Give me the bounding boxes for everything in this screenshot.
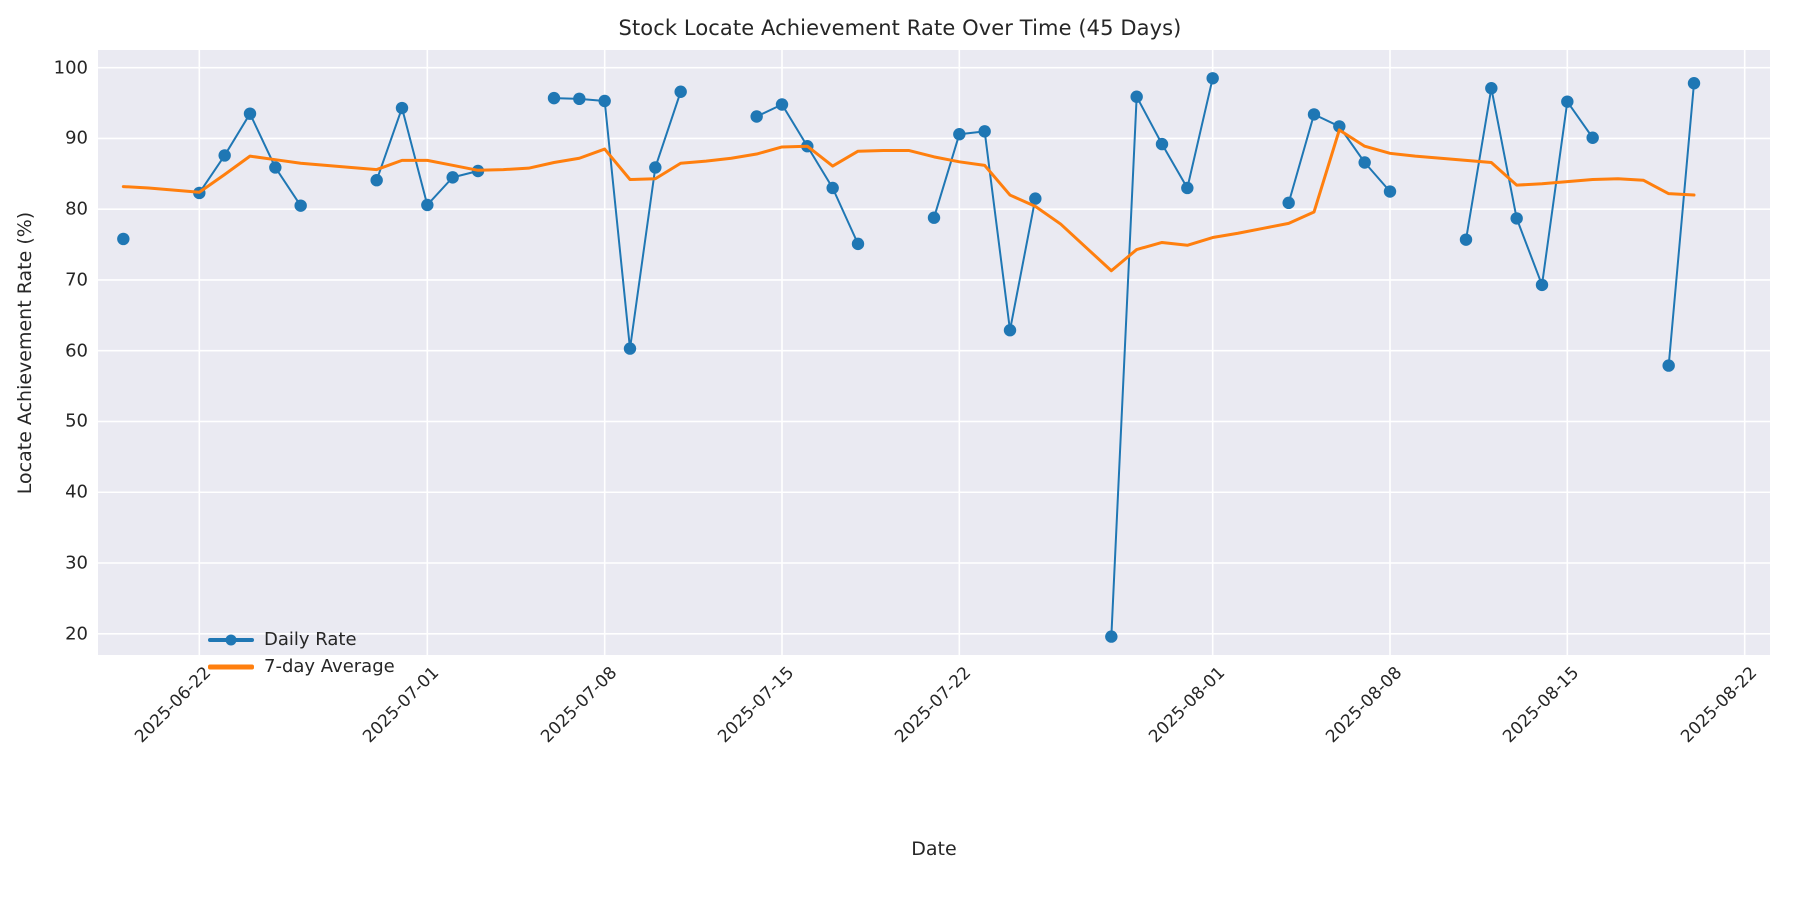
data-point-marker xyxy=(1206,72,1219,85)
legend-swatch-line-icon xyxy=(208,629,254,651)
data-point-marker xyxy=(395,101,409,115)
x-tick-label: 2025-07-01 xyxy=(359,663,444,748)
x-tick-label: 2025-08-01 xyxy=(1144,663,1229,748)
y-tick-label: 80 xyxy=(65,198,88,220)
series-line-7-day-average xyxy=(121,128,1696,273)
legend-label-7-day-average: 7-day Average xyxy=(264,656,395,677)
data-point-marker xyxy=(775,98,789,111)
legend-swatch-line-icon xyxy=(208,656,254,678)
data-point-marker xyxy=(1459,233,1473,246)
data-point-marker xyxy=(1383,185,1397,198)
x-tick-label: 2025-07-15 xyxy=(714,663,799,748)
data-point-marker xyxy=(1333,120,1346,133)
data-point-marker xyxy=(269,161,282,174)
data-point-marker xyxy=(1282,196,1295,210)
data-point-marker xyxy=(598,94,611,108)
data-point-marker xyxy=(826,181,839,195)
data-point-marker xyxy=(294,199,307,212)
data-point-marker xyxy=(927,211,941,224)
data-point-marker xyxy=(573,92,586,106)
chart-title: Stock Locate Achievement Rate Over Time … xyxy=(618,16,1182,40)
data-point-marker xyxy=(1181,181,1194,195)
data-point-marker xyxy=(851,237,865,251)
x-tick-label: 2025-07-22 xyxy=(891,663,976,748)
y-tick-label: 100 xyxy=(53,57,88,79)
x-tick-label: 2025-07-08 xyxy=(536,663,621,748)
y-tick-label: 50 xyxy=(65,410,88,432)
data-point-marker xyxy=(978,125,991,138)
x-tick-label: 2025-08-22 xyxy=(1676,663,1761,748)
data-point-marker xyxy=(421,198,434,212)
data-point-marker xyxy=(1485,82,1498,95)
data-point-marker xyxy=(623,342,637,355)
y-tick-label: 90 xyxy=(65,127,88,149)
x-axis-label: Date xyxy=(911,838,957,860)
data-point-marker xyxy=(953,128,966,141)
data-point-marker xyxy=(1307,108,1321,121)
data-point-marker xyxy=(649,161,662,174)
data-point-marker xyxy=(1687,77,1701,90)
data-point-marker xyxy=(1358,156,1371,169)
x-tick-label: 2025-08-15 xyxy=(1499,663,1584,748)
data-point-marker xyxy=(1510,212,1523,225)
x-tick-label: 2025-06-22 xyxy=(131,663,216,748)
data-point-marker xyxy=(1003,324,1017,337)
data-point-marker xyxy=(1662,359,1675,372)
data-point-marker xyxy=(1535,278,1549,292)
y-tick-label: 30 xyxy=(65,552,88,574)
data-point-marker xyxy=(243,107,257,120)
data-point-marker xyxy=(446,171,459,184)
data-series-layer xyxy=(117,72,1701,643)
y-tick-label: 60 xyxy=(65,340,88,362)
plot-area: Daily Rate 7-day Average xyxy=(98,50,1770,677)
data-point-marker xyxy=(1586,131,1599,144)
data-point-marker xyxy=(1130,90,1143,103)
grid-lines xyxy=(98,50,1770,655)
data-point-marker xyxy=(117,232,130,246)
x-tick-label: 2025-08-08 xyxy=(1322,663,1407,748)
data-point-marker xyxy=(1155,137,1169,151)
data-point-marker xyxy=(1029,192,1042,205)
data-point-marker xyxy=(1105,630,1118,643)
data-point-marker xyxy=(1561,95,1574,108)
legend-item-7-day-average[interactable]: 7-day Average xyxy=(208,653,395,680)
data-point-marker xyxy=(750,110,763,123)
y-tick-label: 70 xyxy=(65,269,88,291)
data-point-marker xyxy=(370,174,383,187)
x-axis-ticks: 2025-06-22 2025-07-01 2025-07-08 2025-07-15… xyxy=(98,655,1770,805)
data-point-marker xyxy=(547,91,561,105)
y-tick-label: 20 xyxy=(65,623,88,645)
data-point-marker xyxy=(674,85,687,98)
data-point-marker xyxy=(218,149,231,162)
legend-label-daily-rate: Daily Rate xyxy=(264,629,357,650)
chart-legend: Daily Rate 7-day Average xyxy=(204,622,401,684)
y-tick-label: 40 xyxy=(65,481,88,503)
legend-item-daily-rate[interactable]: Daily Rate xyxy=(208,626,395,653)
